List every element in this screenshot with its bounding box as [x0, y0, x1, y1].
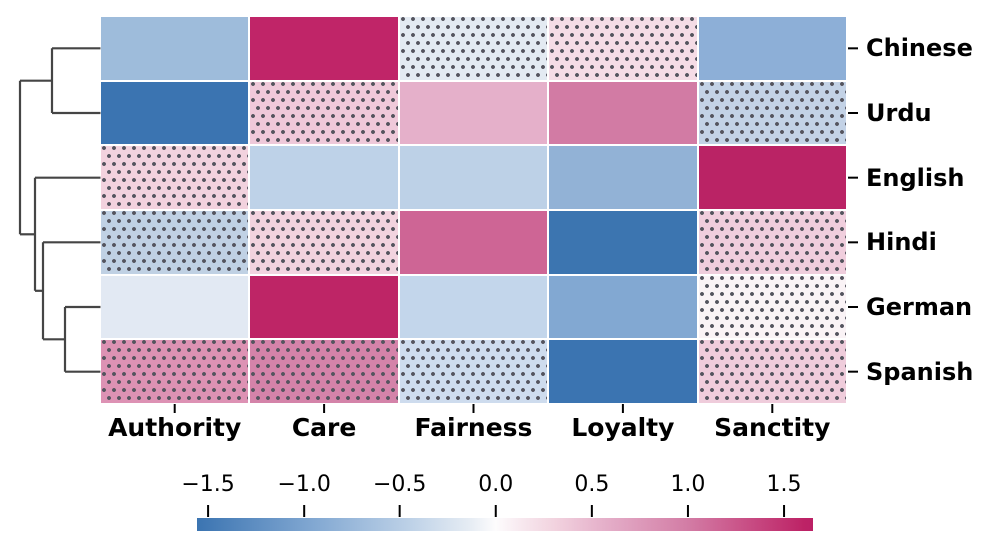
colorbar-tick-label-1: 1.0 — [670, 472, 706, 497]
heatmap-cell-german-loyalty — [549, 275, 697, 339]
heatmap-cell-hindi-care — [250, 211, 398, 274]
heatmap-cell-chinese-care — [250, 17, 398, 80]
heatmap-cell-english-loyalty — [549, 146, 697, 209]
heatmap-cell-spanish-loyalty — [549, 340, 697, 403]
heatmap-cell-chinese-authority — [101, 17, 249, 80]
row-label-urdu: Urdu — [866, 99, 932, 127]
row-dendrogram — [18, 47, 101, 373]
colorbar-tick-label-0: 0.0 — [478, 472, 514, 497]
colorbar-tick-label--1.5: −1.5 — [181, 472, 235, 497]
colorbar-tick-label-0.5: 0.5 — [574, 472, 610, 497]
heatmap-cell-urdu-sanctity — [698, 81, 846, 145]
heatmap-cell-german-care — [250, 275, 398, 339]
heatmap-grid — [101, 17, 846, 403]
col-label-care: Care — [291, 413, 357, 442]
heatmap-cell-hindi-authority — [101, 211, 249, 274]
heatmap-cell-german-authority — [101, 275, 249, 339]
colorbar-tick-label--1: −1.0 — [277, 472, 331, 497]
row-axis-ticks — [848, 47, 858, 373]
colorbar-ticks — [207, 505, 786, 517]
heatmap-cell-spanish-authority — [101, 340, 249, 403]
row-label-german: German — [866, 293, 973, 321]
heatmap-cell-hindi-fairness — [399, 211, 548, 274]
heatmap-cell-spanish-care — [250, 340, 398, 403]
row-label-spanish: Spanish — [866, 357, 974, 386]
col-label-loyalty: Loyalty — [571, 413, 675, 442]
row-label-chinese: Chinese — [866, 34, 973, 63]
heatmap-cell-english-sanctity — [698, 146, 846, 209]
heatmap-cell-spanish-sanctity — [698, 340, 846, 403]
heatmap-cell-english-fairness — [399, 146, 548, 209]
colorbar-gradient-bar — [197, 518, 813, 531]
heatmap-cell-chinese-fairness — [399, 17, 548, 80]
heatmap-cell-spanish-fairness — [399, 340, 548, 403]
heatmap-cell-german-sanctity — [698, 275, 846, 339]
col-label-sanctity: Sanctity — [714, 413, 831, 442]
colorbar-tick-label-1.5: 1.5 — [766, 472, 802, 497]
col-label-authority: Authority — [108, 413, 242, 442]
heatmap-cell-urdu-care — [250, 81, 398, 145]
col-label-fairness: Fairness — [414, 413, 533, 442]
colorbar-tick-label--0.5: −0.5 — [372, 472, 427, 497]
heatmap-cell-hindi-sanctity — [698, 211, 846, 274]
col-axis-ticks — [173, 404, 774, 413]
row-label-hindi: Hindi — [866, 228, 937, 257]
heatmap-cell-hindi-loyalty — [549, 211, 697, 274]
row-label-english: English — [866, 163, 965, 192]
heatmap-cell-german-fairness — [399, 275, 548, 339]
heatmap-cell-urdu-authority — [101, 81, 249, 145]
heatmap-cell-urdu-loyalty — [549, 81, 697, 145]
heatmap-cell-english-care — [250, 146, 398, 209]
heatmap-cell-english-authority — [101, 146, 249, 209]
heatmap-cell-urdu-fairness — [399, 81, 548, 145]
heatmap-cell-chinese-sanctity — [698, 17, 846, 80]
heatmap-cell-chinese-loyalty — [549, 17, 697, 80]
